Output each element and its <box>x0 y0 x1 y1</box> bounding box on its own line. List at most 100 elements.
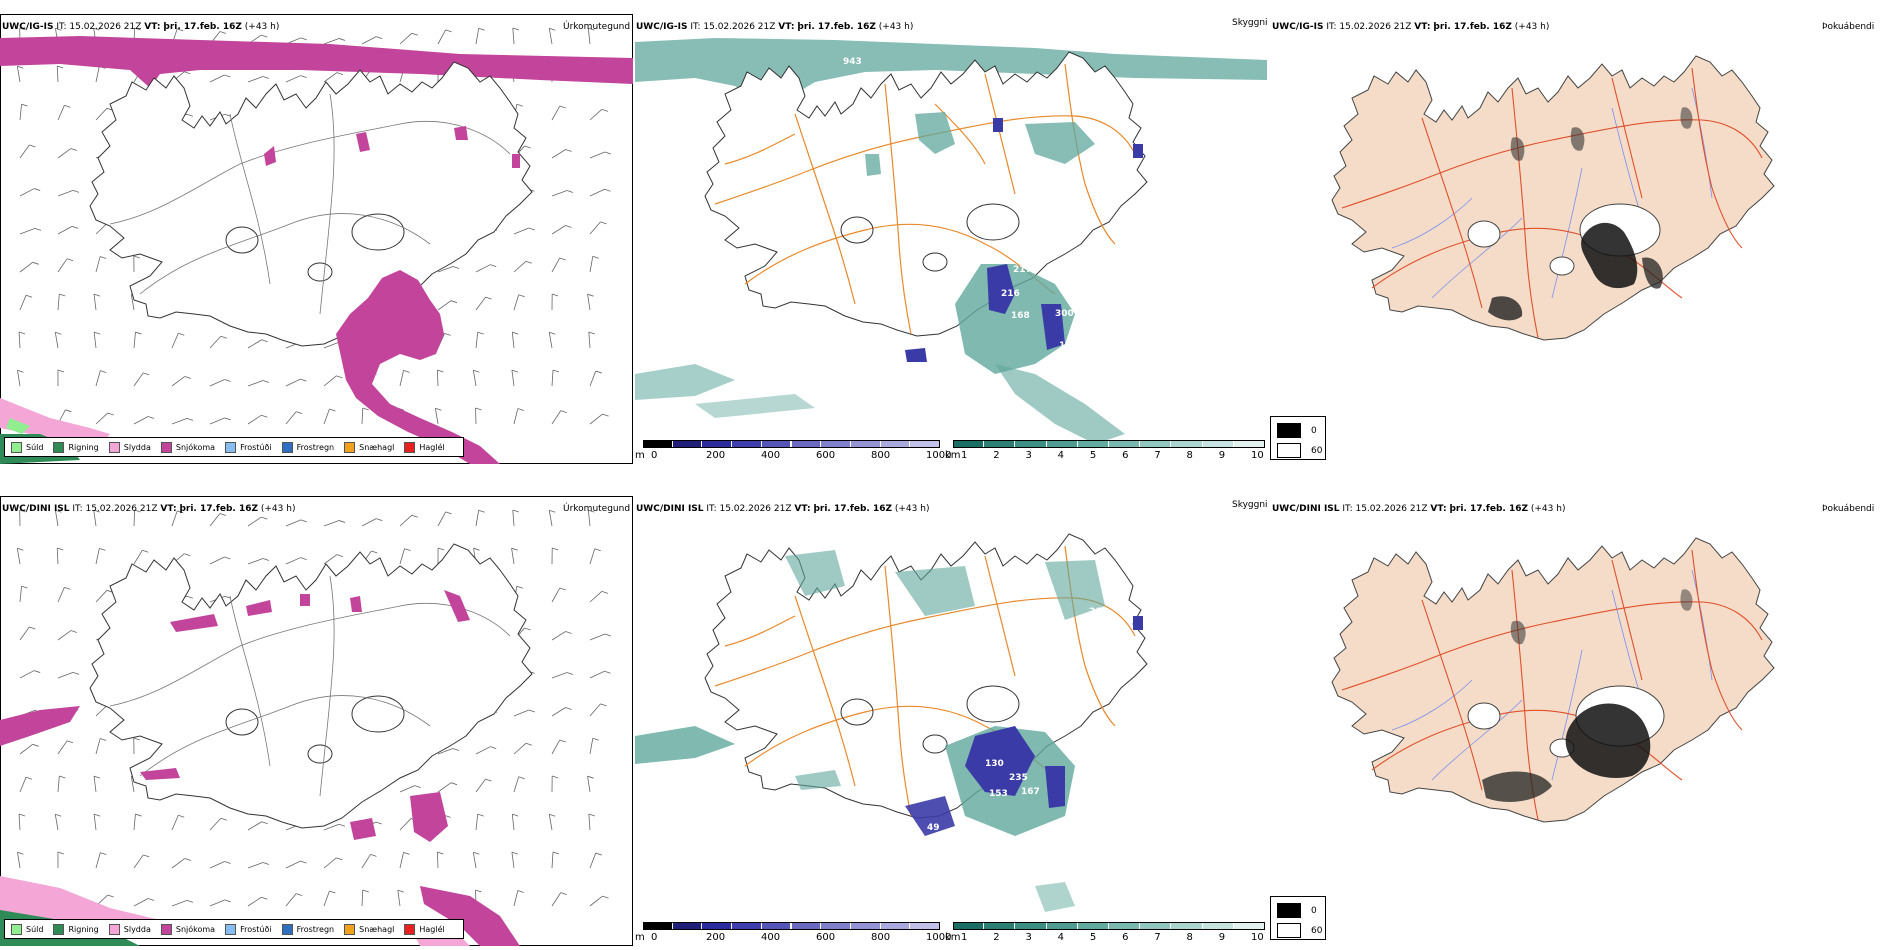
legend-swatch <box>160 923 172 935</box>
wind-barb <box>512 28 515 45</box>
colorbar-tick: 10 <box>1251 450 1264 461</box>
wind-barb <box>589 188 605 197</box>
wind-barb-flag <box>601 590 609 594</box>
wind-barb <box>589 109 603 121</box>
wind-barb-flag <box>25 294 33 298</box>
wind-barb-flag <box>473 851 480 855</box>
wind-barb <box>513 890 519 907</box>
wind-barb <box>323 857 337 869</box>
wind-barb <box>19 228 36 235</box>
wind-barb-flag <box>100 370 107 373</box>
fog-legend-label: 0 <box>1311 905 1317 916</box>
colorbar-segment <box>821 922 851 930</box>
wind-barb <box>511 814 515 831</box>
precip-panel-row2: Súld Rigning Slydda Snjókoma Frostúði Frostre… <box>0 496 633 946</box>
wind-barb-flag <box>262 862 270 865</box>
wind-barb <box>57 190 74 197</box>
precip-legend: Súld Rigning Slydda Snjókoma Frostúði Frostre… <box>4 437 464 457</box>
legend-item: Snjókoma <box>160 923 215 935</box>
precip-map-row1 <box>0 27 633 464</box>
legend-item: Súld <box>11 441 43 453</box>
wind-barb-flag <box>143 854 150 858</box>
wind-barb-flag <box>184 376 191 379</box>
wind-barb <box>589 256 594 273</box>
wind-barb-flag <box>94 813 101 817</box>
wind-barb <box>209 379 225 387</box>
low-visibility-patch <box>895 566 975 616</box>
snow-area-south <box>420 886 520 946</box>
road <box>319 575 335 797</box>
wind-barb <box>19 295 27 311</box>
colorbar-segment <box>1202 440 1234 448</box>
wind-barb <box>95 548 100 565</box>
glacier <box>1467 702 1501 730</box>
legend-swatch <box>404 923 416 935</box>
glacier-hofsjokull <box>307 262 333 282</box>
colorbar-tick: 6 <box>1122 450 1129 461</box>
colorbar-tick: 3 <box>1025 450 1032 461</box>
wind-barb <box>93 776 97 793</box>
wind-barb-flag <box>362 889 369 893</box>
wind-barb-flag <box>587 775 594 779</box>
wind-barb <box>19 670 35 679</box>
wind-barb <box>57 148 72 159</box>
wind-barb <box>133 814 136 831</box>
colorbar-segment <box>953 440 985 448</box>
wind-barb <box>472 852 477 869</box>
colorbar-segment <box>850 440 881 448</box>
wind-barb <box>587 28 591 45</box>
colorbar-tick: 400 <box>761 450 781 461</box>
wind-barb <box>512 510 515 527</box>
wind-barb <box>551 587 561 603</box>
legend-swatch <box>11 923 22 935</box>
fog-legend-label: 60 <box>1311 925 1323 936</box>
colorbar-frame <box>953 922 1265 930</box>
low-visibility-patch <box>865 154 881 176</box>
iceland-land <box>1331 537 1775 823</box>
colorbar-tick: 800 <box>871 932 891 943</box>
wind-barb <box>475 510 480 527</box>
wind-barb-flag <box>57 547 64 551</box>
wind-barb-flag <box>549 331 556 335</box>
wind-barb <box>589 895 603 907</box>
wind-barb-flag <box>336 375 343 379</box>
colorbar-tick: 5 <box>1089 932 1097 943</box>
wind-barb-flag <box>261 516 268 520</box>
wind-barb-flag <box>93 509 100 513</box>
precip-map-row2 <box>0 509 611 946</box>
wind-barb-flag <box>64 586 71 590</box>
height-label: 109 <box>1059 341 1078 351</box>
wind-barb-flag <box>566 190 574 193</box>
colorbar-segment <box>702 922 733 930</box>
wind-barb <box>247 76 264 83</box>
snow-patch <box>170 614 218 632</box>
wind-barb-flag <box>450 300 458 304</box>
fog-patch <box>1680 107 1693 129</box>
road <box>139 213 431 295</box>
rivers <box>1391 569 1713 781</box>
wind-barb-flag <box>511 547 518 551</box>
wind-barb-flag <box>511 369 519 373</box>
colorbar-frame <box>643 440 940 448</box>
wind-barb-flag <box>32 743 39 747</box>
header-row2-fog: UWC/DINI ISL IT: 15.02.2026 21Z VT: þri.… <box>1272 504 1566 514</box>
colorbar-segment <box>1046 922 1078 930</box>
colorbar-segment <box>1015 922 1047 930</box>
legend-item: Snæhagl <box>344 441 394 453</box>
wind-barb <box>399 514 413 527</box>
wind-barb-flag <box>452 748 460 751</box>
snow-area-southeast <box>410 792 448 842</box>
wind-barb <box>133 854 144 869</box>
colorbar-tick: 200 <box>706 450 726 461</box>
snow-patch <box>350 818 376 840</box>
wind-barb <box>323 554 338 565</box>
wind-barb <box>209 899 225 907</box>
wind-barb-flag <box>93 775 101 779</box>
wind-barb <box>209 417 225 425</box>
glacier <box>225 708 259 736</box>
colorbar-unit: km <box>945 450 961 461</box>
wind-barb <box>589 738 594 755</box>
fog-legend-label: 60 <box>1311 445 1323 456</box>
wind-barb <box>17 370 21 387</box>
wind-barb <box>361 518 377 527</box>
